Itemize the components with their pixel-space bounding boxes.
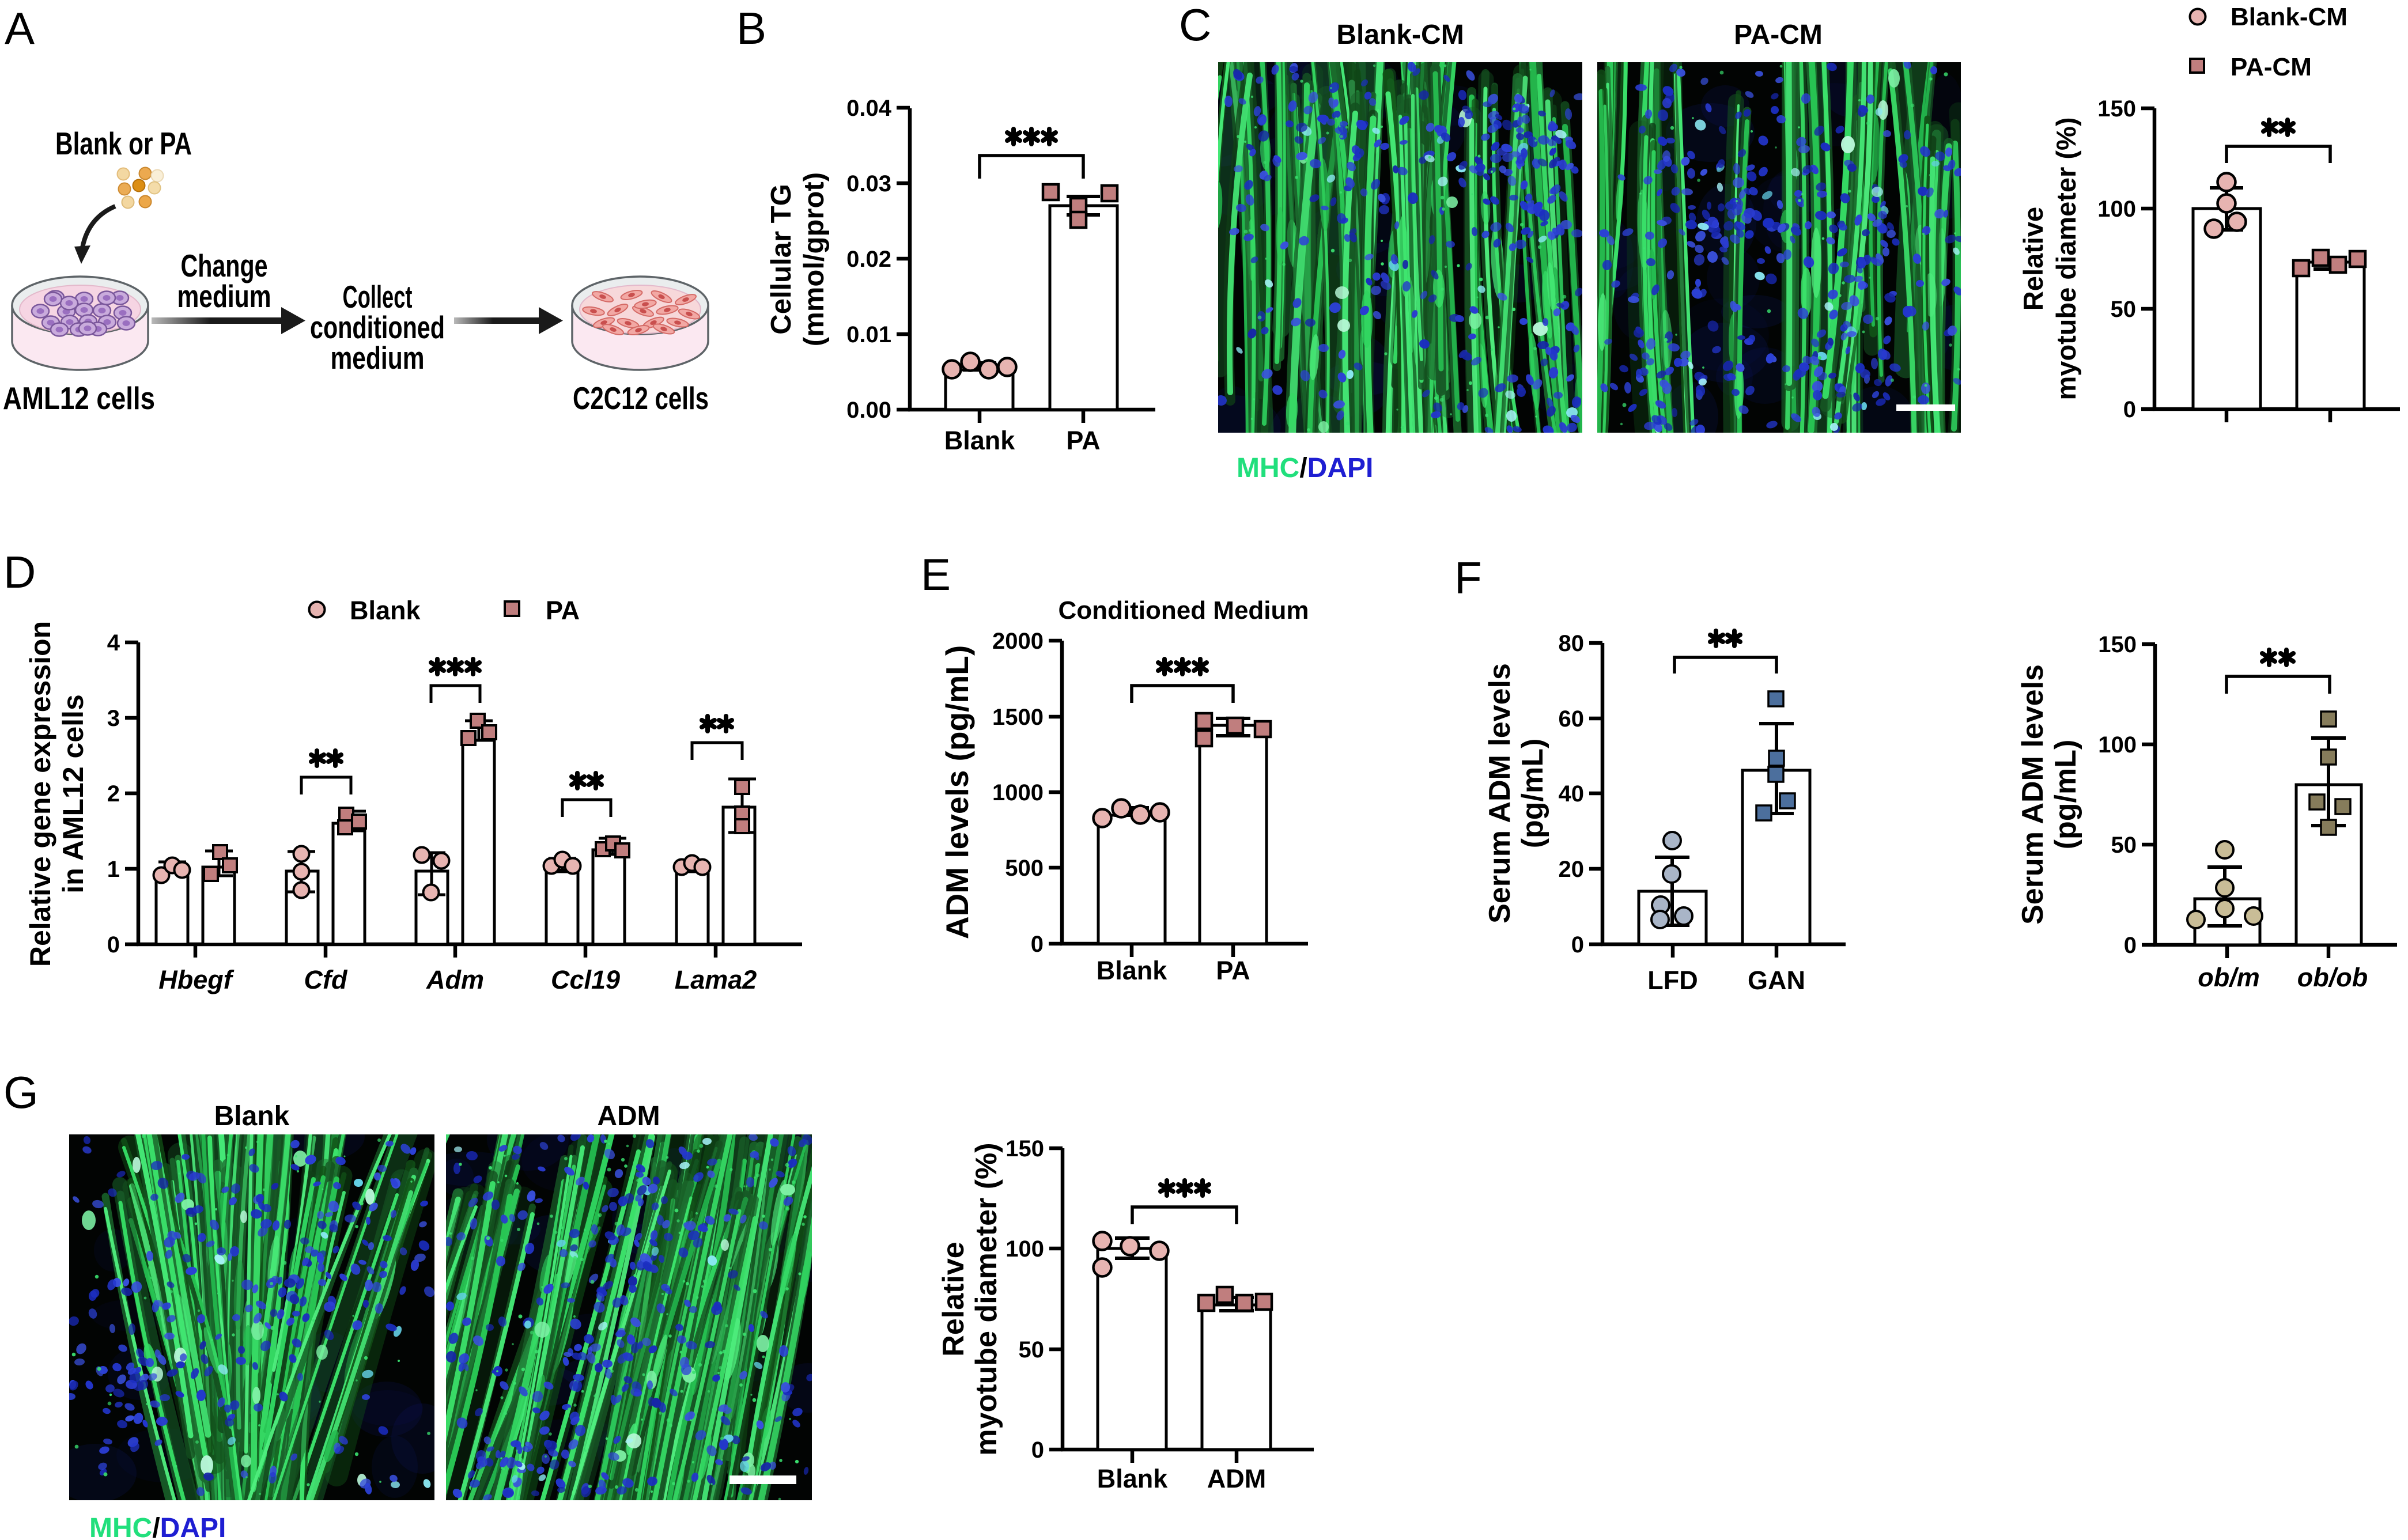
svg-text:Hbegf: Hbegf: [158, 965, 235, 994]
svg-text:Change: Change: [181, 248, 268, 283]
svg-text:Serum ADM levels: Serum ADM levels: [2016, 664, 2050, 925]
svg-text:Relative gene expression: Relative gene expression: [24, 621, 56, 967]
svg-text:(pg/mL): (pg/mL): [1516, 739, 1549, 849]
svg-text:Blank: Blank: [350, 596, 421, 625]
svg-text:B: B: [736, 3, 766, 54]
svg-text:0: 0: [1031, 1437, 1044, 1463]
svg-text:Cfd: Cfd: [304, 965, 348, 994]
svg-text:(mmol/gprot): (mmol/gprot): [799, 172, 830, 346]
svg-text:2: 2: [107, 781, 120, 807]
svg-text:PA: PA: [1066, 426, 1100, 455]
svg-text:100: 100: [2097, 196, 2136, 222]
svg-text:50: 50: [1019, 1337, 1045, 1363]
svg-text:ADM levels (pg/mL): ADM levels (pg/mL): [939, 645, 975, 939]
svg-text:0: 0: [1031, 932, 1044, 957]
svg-text:medium: medium: [331, 340, 425, 376]
svg-text:150: 150: [1005, 1136, 1044, 1161]
svg-text:Lama2: Lama2: [675, 965, 757, 994]
svg-text:Adm: Adm: [426, 965, 484, 994]
svg-text:150: 150: [2097, 96, 2136, 122]
svg-text:1500: 1500: [992, 705, 1044, 730]
svg-text:0: 0: [2124, 933, 2137, 958]
svg-text:PA: PA: [1216, 956, 1250, 985]
svg-text:Serum ADM levels: Serum ADM levels: [1483, 663, 1517, 924]
svg-text:G: G: [3, 1067, 39, 1118]
svg-text:Blank-CM: Blank-CM: [2231, 3, 2347, 31]
svg-text:80: 80: [1559, 631, 1585, 656]
svg-text:Blank: Blank: [1097, 1464, 1169, 1493]
svg-text:1000: 1000: [992, 780, 1044, 805]
svg-text:Blank: Blank: [1097, 956, 1168, 985]
svg-text:0.03: 0.03: [846, 171, 891, 196]
svg-text:A: A: [5, 3, 35, 54]
svg-text:MHC/DAPI: MHC/DAPI: [89, 1513, 226, 1540]
svg-text:MHC/DAPI: MHC/DAPI: [1237, 453, 1373, 483]
svg-text:Cellular TG: Cellular TG: [766, 184, 797, 334]
svg-text:0: 0: [1571, 932, 1584, 958]
svg-text:Ccl19: Ccl19: [551, 965, 620, 994]
svg-text:myotube diameter (%): myotube diameter (%): [970, 1142, 1003, 1455]
svg-text:medium: medium: [177, 278, 271, 314]
svg-text:ADM: ADM: [1207, 1464, 1266, 1493]
svg-text:ob/m: ob/m: [2198, 963, 2260, 992]
svg-text:(pg/mL): (pg/mL): [2049, 740, 2082, 850]
svg-text:50: 50: [2111, 297, 2137, 322]
svg-text:0.00: 0.00: [846, 398, 891, 423]
svg-text:E: E: [921, 549, 951, 600]
svg-text:100: 100: [1005, 1236, 1044, 1262]
svg-text:C: C: [1179, 0, 1211, 50]
svg-text:Blank: Blank: [944, 426, 1016, 455]
svg-text:Blank or PA: Blank or PA: [55, 126, 192, 161]
svg-text:3: 3: [107, 706, 120, 731]
svg-text:PA-CM: PA-CM: [1734, 20, 1823, 50]
svg-text:ADM: ADM: [597, 1101, 660, 1132]
svg-text:Relative: Relative: [937, 1242, 970, 1356]
svg-text:60: 60: [1559, 706, 1585, 732]
svg-text:C2C12 cells: C2C12 cells: [573, 380, 709, 416]
svg-text:AML12 cells: AML12 cells: [3, 380, 155, 416]
svg-text:Blank-CM: Blank-CM: [1336, 20, 1464, 50]
svg-text:myotube diameter (%): myotube diameter (%): [2051, 118, 2081, 400]
svg-text:Relative: Relative: [2018, 207, 2048, 311]
svg-text:0.04: 0.04: [846, 96, 892, 121]
svg-text:ob/ob: ob/ob: [2297, 963, 2368, 992]
svg-text:conditioned: conditioned: [310, 309, 445, 345]
svg-text:F: F: [1454, 553, 1482, 603]
svg-text:20: 20: [1559, 857, 1585, 882]
svg-text:0: 0: [2123, 397, 2136, 422]
svg-text:2000: 2000: [992, 629, 1044, 654]
svg-text:40: 40: [1559, 781, 1585, 807]
svg-text:Collect: Collect: [343, 279, 413, 315]
svg-text:100: 100: [2098, 732, 2137, 758]
svg-text:Blank: Blank: [214, 1101, 290, 1132]
svg-text:LFD: LFD: [1647, 966, 1698, 995]
svg-text:Conditioned Medium: Conditioned Medium: [1058, 596, 1309, 625]
svg-text:PA: PA: [546, 596, 580, 625]
svg-text:500: 500: [1005, 856, 1044, 881]
svg-text:0.01: 0.01: [846, 322, 891, 347]
svg-text:GAN: GAN: [1748, 966, 1805, 995]
svg-text:150: 150: [2098, 632, 2137, 657]
svg-text:1: 1: [107, 857, 120, 882]
svg-text:50: 50: [2111, 833, 2137, 858]
svg-text:PA-CM: PA-CM: [2231, 53, 2312, 81]
svg-text:D: D: [3, 547, 36, 597]
svg-text:in AML12 cells: in AML12 cells: [57, 694, 89, 893]
svg-text:4: 4: [107, 630, 120, 656]
svg-text:0: 0: [107, 932, 120, 958]
svg-text:0.02: 0.02: [846, 247, 891, 272]
